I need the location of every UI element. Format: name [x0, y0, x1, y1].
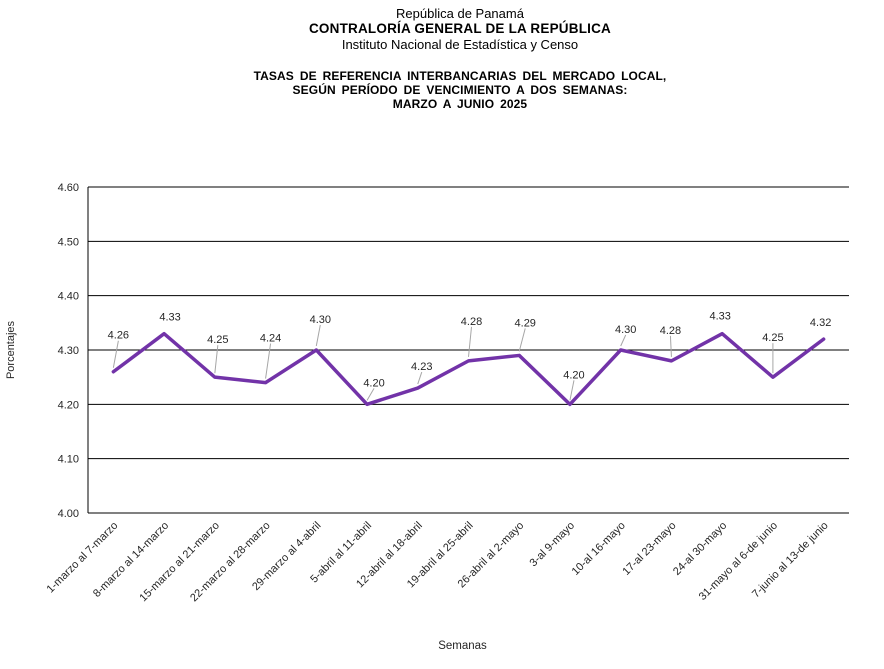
x-tick-label: 10-al 16-mayo — [570, 520, 628, 578]
y-tick-label: 4.30 — [58, 345, 79, 357]
data-label-leader-line — [569, 380, 575, 401]
x-tick-label: 3-al 9-mayo — [528, 520, 578, 570]
data-label-leader-line — [518, 328, 526, 352]
org-country-line: República de Panamá — [396, 6, 524, 21]
data-point-label: 4.33 — [159, 312, 180, 324]
y-tick-label: 4.10 — [58, 454, 79, 466]
org-institute-line: Instituto Nacional de Estadística y Cens… — [341, 37, 579, 52]
y-tick-label: 4.20 — [58, 399, 79, 411]
chart-title-line-3: MARZO A JUNIO 2025 — [392, 97, 528, 111]
y-axis-title: Porcentajes — [5, 320, 17, 379]
data-point-label: 4.20 — [563, 369, 584, 381]
rate-series-line — [111, 331, 826, 407]
y-tick-label: 4.00 — [58, 508, 79, 520]
data-label-leader-line — [669, 335, 672, 357]
data-point-label: 4.20 — [363, 377, 384, 389]
data-point-label: 4.25 — [207, 334, 228, 346]
data-point-label: 4.30 — [310, 314, 331, 326]
data-point-label: 4.32 — [810, 317, 831, 329]
chart-title-line-1: TASAS DE REFERENCIA INTERBANCARIAS DEL M… — [253, 69, 667, 83]
data-label-leader-line — [366, 388, 375, 401]
data-point-label: 4.29 — [515, 317, 536, 329]
x-axis-title: Semanas — [438, 640, 487, 652]
x-tick-label: 24-al 30-mayo — [671, 520, 729, 578]
data-point-label: 4.23 — [411, 361, 432, 373]
org-name-line: CONTRALORÍA GENERAL DE LA REPÚBLICA — [308, 21, 611, 36]
x-tick-label: 17-al 23-mayo — [620, 520, 678, 578]
data-point-label: 4.28 — [660, 325, 681, 337]
chart-title: TASAS DE REFERENCIA INTERBANCARIAS DEL M… — [36, 69, 884, 111]
data-point-label: 4.30 — [615, 324, 636, 336]
y-tick-label: 4.40 — [58, 291, 79, 303]
y-tick-label: 4.50 — [58, 236, 79, 248]
document-header: República de Panamá CONTRALORÍA GENERAL … — [36, 6, 884, 111]
data-label-leader-line — [265, 343, 272, 379]
data-label-leader-line — [468, 326, 472, 357]
data-label-leader-line — [315, 324, 321, 347]
data-label-leader-line — [214, 345, 219, 374]
data-point-label: 4.26 — [108, 330, 129, 342]
y-tick-label: 4.60 — [58, 182, 79, 194]
chart-title-line-2: SEGÚN PERÍODO DE VENCIMIENTO A DOS SEMAN… — [292, 83, 628, 97]
data-point-label: 4.24 — [260, 333, 281, 345]
data-label-leader-line — [620, 334, 627, 347]
data-label-leader-line — [112, 340, 119, 368]
data-point-label: 4.28 — [461, 316, 482, 328]
data-point-label: 4.33 — [709, 311, 730, 323]
data-label-leader-line — [417, 371, 423, 385]
data-point-label: 4.25 — [762, 332, 783, 344]
